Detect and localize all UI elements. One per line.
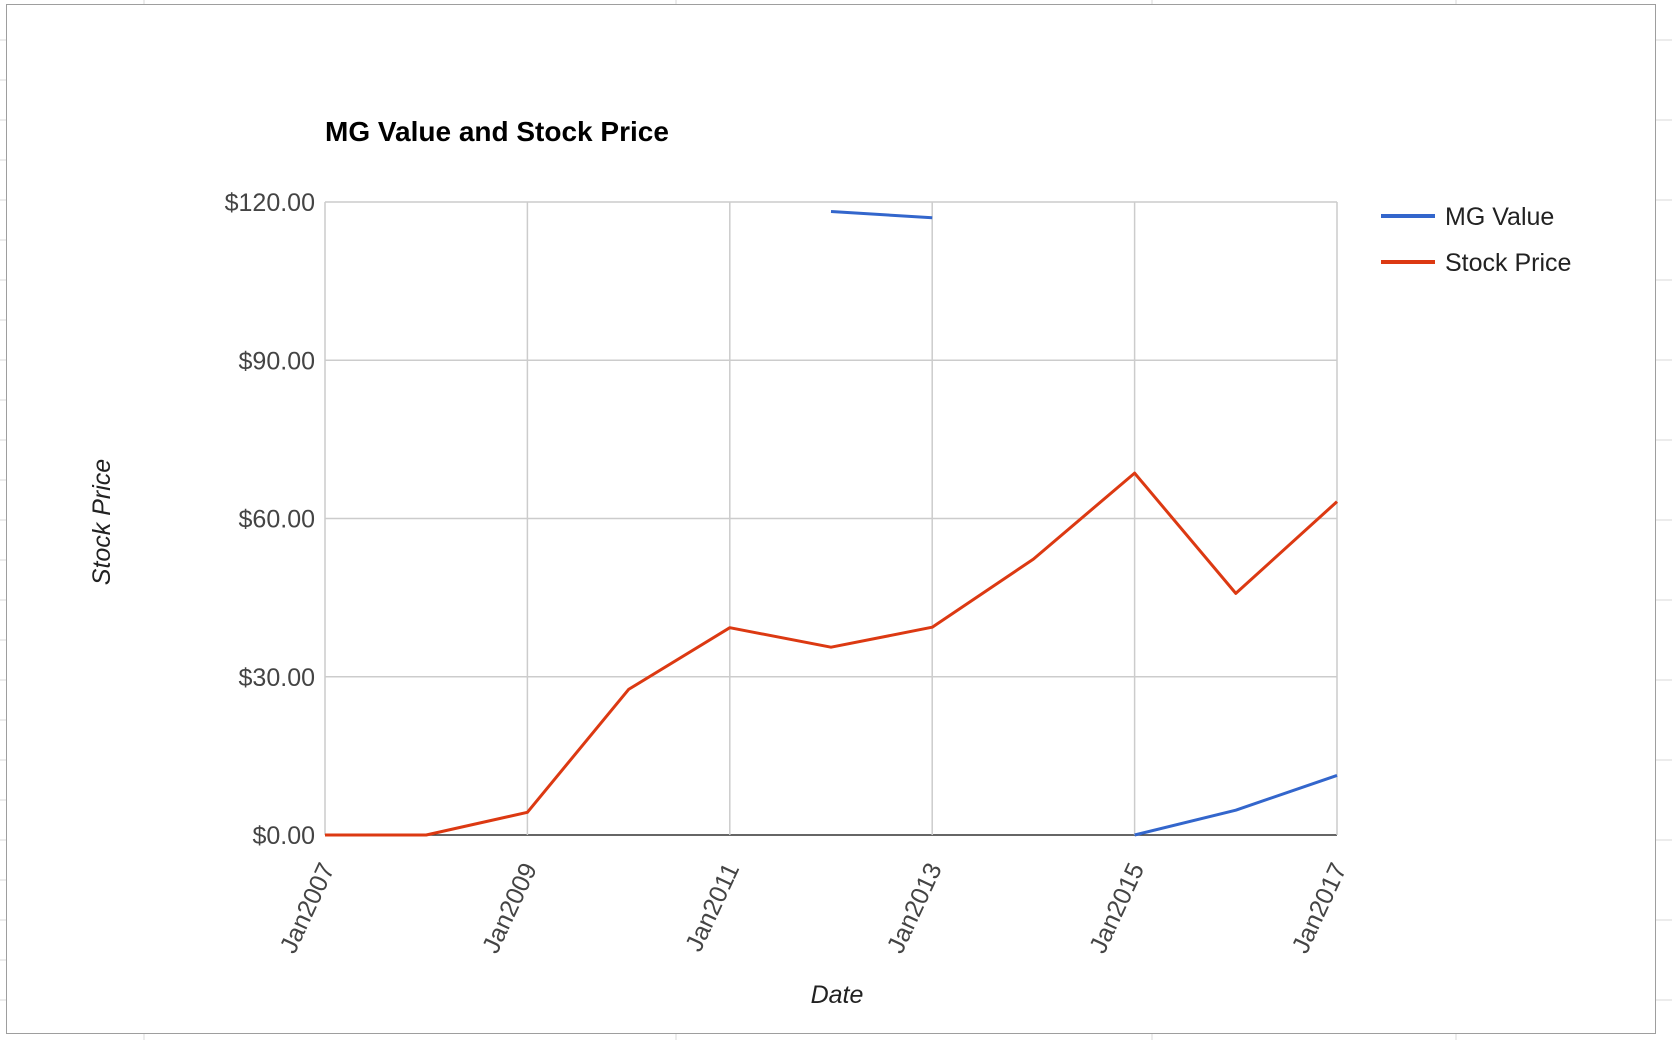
x-tick-label: Jan2007 [275, 859, 341, 958]
legend-label: Stock Price [1445, 249, 1571, 277]
y-tick-label: $120.00 [225, 189, 315, 217]
y-tick-label: $90.00 [239, 347, 315, 375]
x-tick-label: Jan2009 [477, 859, 543, 958]
y-tick-label: $30.00 [239, 664, 315, 692]
tick-layer: $0.00 $30.00 $60.00 $90.00 $120.00 Jan2007 Jan… [225, 189, 1353, 957]
series-line-mg-value [830, 210, 933, 220]
sheet-column-lines [143, 0, 1457, 1040]
x-tick-label: Jan2017 [1287, 859, 1353, 958]
y-axis-title: Stock Price [88, 459, 116, 585]
grid-layer [324, 201, 1338, 836]
x-tick-label: Jan2013 [882, 859, 948, 958]
line-chart: MG Value and Stock Price $0.00 $30.00 $60.… [88, 116, 1571, 1009]
y-tick-label: $60.00 [239, 506, 315, 534]
series-line-stock-price [325, 471, 1339, 837]
sheet-row-lines [0, 39, 1672, 1001]
y-tick-label: $0.00 [252, 822, 315, 850]
series-line-mg-value [1134, 773, 1338, 837]
x-tick-label: Jan2015 [1084, 859, 1150, 958]
x-axis-title: Date [811, 981, 864, 1009]
chart-container[interactable]: MG Value and Stock Price $0.00 $30.00 $60.… [6, 4, 1656, 1034]
chart-legend: MG Value Stock Price [1381, 203, 1571, 277]
chart-title: MG Value and Stock Price [325, 116, 669, 147]
x-tick-label: Jan2011 [680, 859, 745, 956]
legend-label: MG Value [1445, 203, 1554, 231]
series-layer [325, 210, 1339, 837]
